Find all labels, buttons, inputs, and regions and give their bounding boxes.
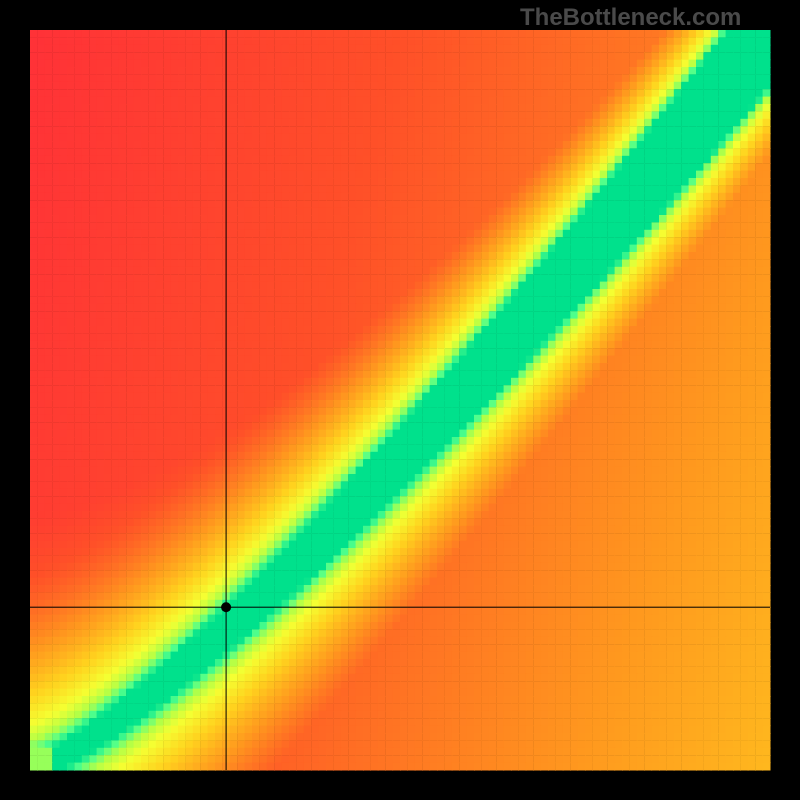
- bottleneck-heatmap: [0, 0, 800, 800]
- watermark-text: TheBottleneck.com: [520, 4, 741, 32]
